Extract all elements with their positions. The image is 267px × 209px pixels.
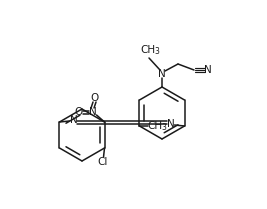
Text: CH: CH	[140, 45, 156, 55]
Text: N: N	[158, 69, 166, 79]
Text: N: N	[204, 65, 212, 75]
Text: 3: 3	[162, 124, 166, 133]
Text: CH: CH	[147, 121, 162, 131]
Text: 3: 3	[154, 47, 159, 56]
Text: Cl: Cl	[97, 157, 108, 167]
Text: O: O	[74, 107, 83, 117]
Text: N: N	[167, 119, 174, 129]
Text: N: N	[89, 107, 96, 117]
Text: N: N	[70, 115, 77, 125]
Text: O: O	[91, 93, 99, 103]
